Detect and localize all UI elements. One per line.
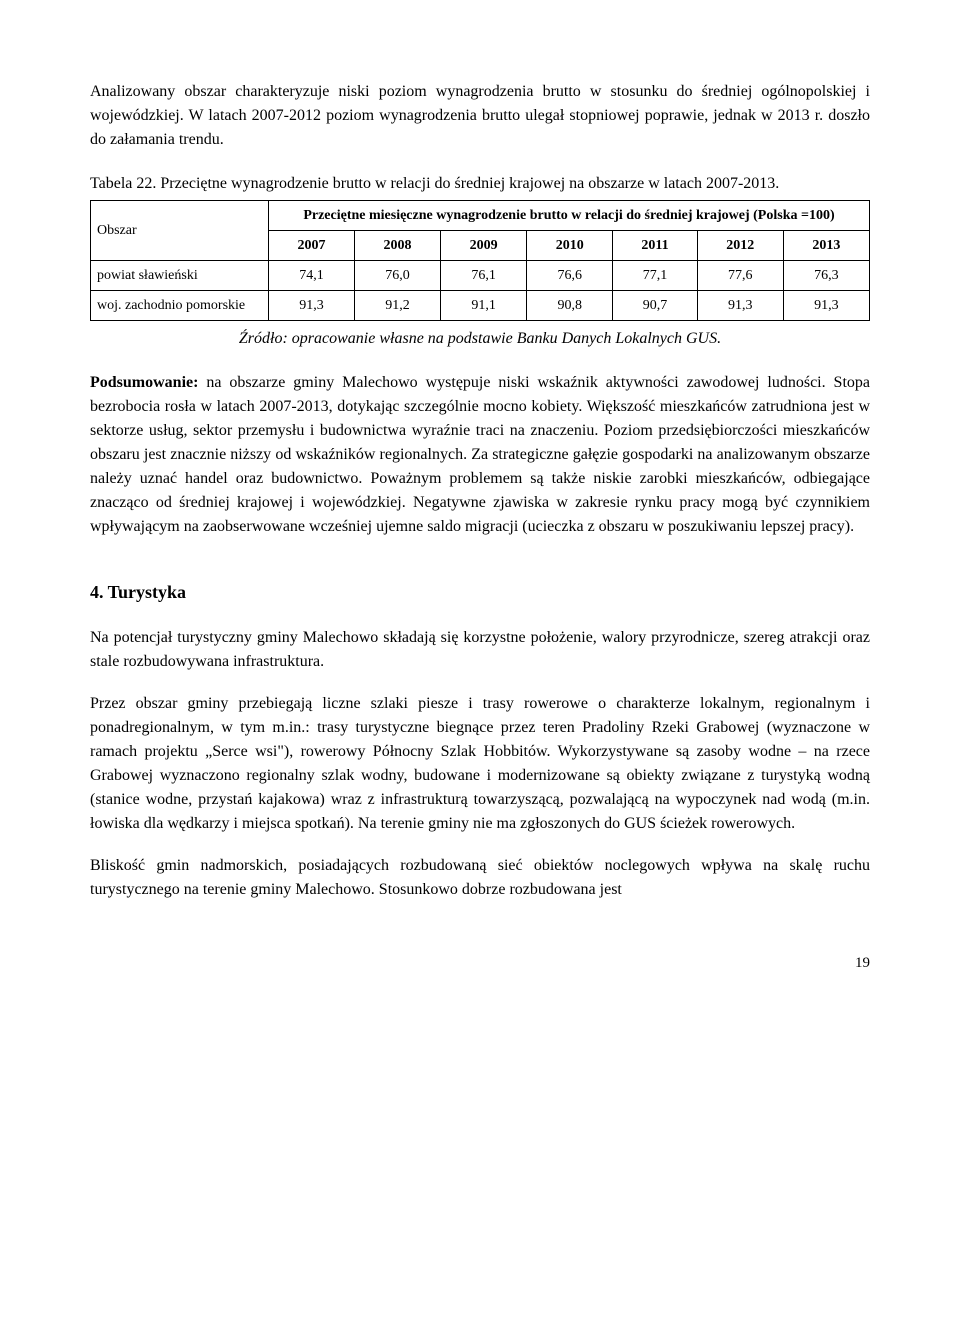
cell: 91,3 — [697, 291, 783, 321]
table-row: powiat sławieński 74,1 76,0 76,1 76,6 77… — [91, 261, 870, 291]
summary-text: na obszarze gminy Malechowo występuje ni… — [90, 374, 870, 535]
section-heading: 4. Turystyka — [90, 579, 870, 606]
header-top: Przeciętne miesięczne wynagrodzenie brut… — [268, 201, 869, 231]
year-col: 2012 — [697, 231, 783, 261]
wage-table: Obszar Przeciętne miesięczne wynagrodzen… — [90, 200, 870, 321]
row-label: powiat sławieński — [91, 261, 269, 291]
year-col: 2010 — [527, 231, 613, 261]
cell: 77,6 — [697, 261, 783, 291]
page-number: 19 — [90, 952, 870, 975]
table-caption: Tabela 22. Przeciętne wynagrodzenie brut… — [90, 172, 870, 196]
header-obszar: Obszar — [91, 201, 269, 261]
table-header-row-1: Obszar Przeciętne miesięczne wynagrodzen… — [91, 201, 870, 231]
tourism-para-1: Na potencjał turystyczny gminy Malechowo… — [90, 626, 870, 674]
cell: 76,1 — [441, 261, 527, 291]
tourism-para-3: Bliskość gmin nadmorskich, posiadających… — [90, 854, 870, 902]
cell: 91,3 — [783, 291, 869, 321]
year-col: 2013 — [783, 231, 869, 261]
cell: 91,1 — [441, 291, 527, 321]
cell: 90,8 — [527, 291, 613, 321]
summary-label: Podsumowanie: — [90, 374, 198, 391]
cell: 91,3 — [268, 291, 354, 321]
cell: 90,7 — [613, 291, 697, 321]
intro-paragraph: Analizowany obszar charakteryzuje niski … — [90, 80, 870, 152]
cell: 76,6 — [527, 261, 613, 291]
year-col: 2011 — [613, 231, 697, 261]
year-col: 2007 — [268, 231, 354, 261]
year-col: 2008 — [355, 231, 441, 261]
cell: 91,2 — [355, 291, 441, 321]
summary-paragraph: Podsumowanie: na obszarze gminy Malechow… — [90, 371, 870, 539]
row-label: woj. zachodnio pomorskie — [91, 291, 269, 321]
cell: 77,1 — [613, 261, 697, 291]
table-source: Źródło: opracowanie własne na podstawie … — [90, 327, 870, 351]
cell: 76,3 — [783, 261, 869, 291]
cell: 74,1 — [268, 261, 354, 291]
table-row: woj. zachodnio pomorskie 91,3 91,2 91,1 … — [91, 291, 870, 321]
year-col: 2009 — [441, 231, 527, 261]
cell: 76,0 — [355, 261, 441, 291]
tourism-para-2: Przez obszar gminy przebiegają liczne sz… — [90, 692, 870, 836]
